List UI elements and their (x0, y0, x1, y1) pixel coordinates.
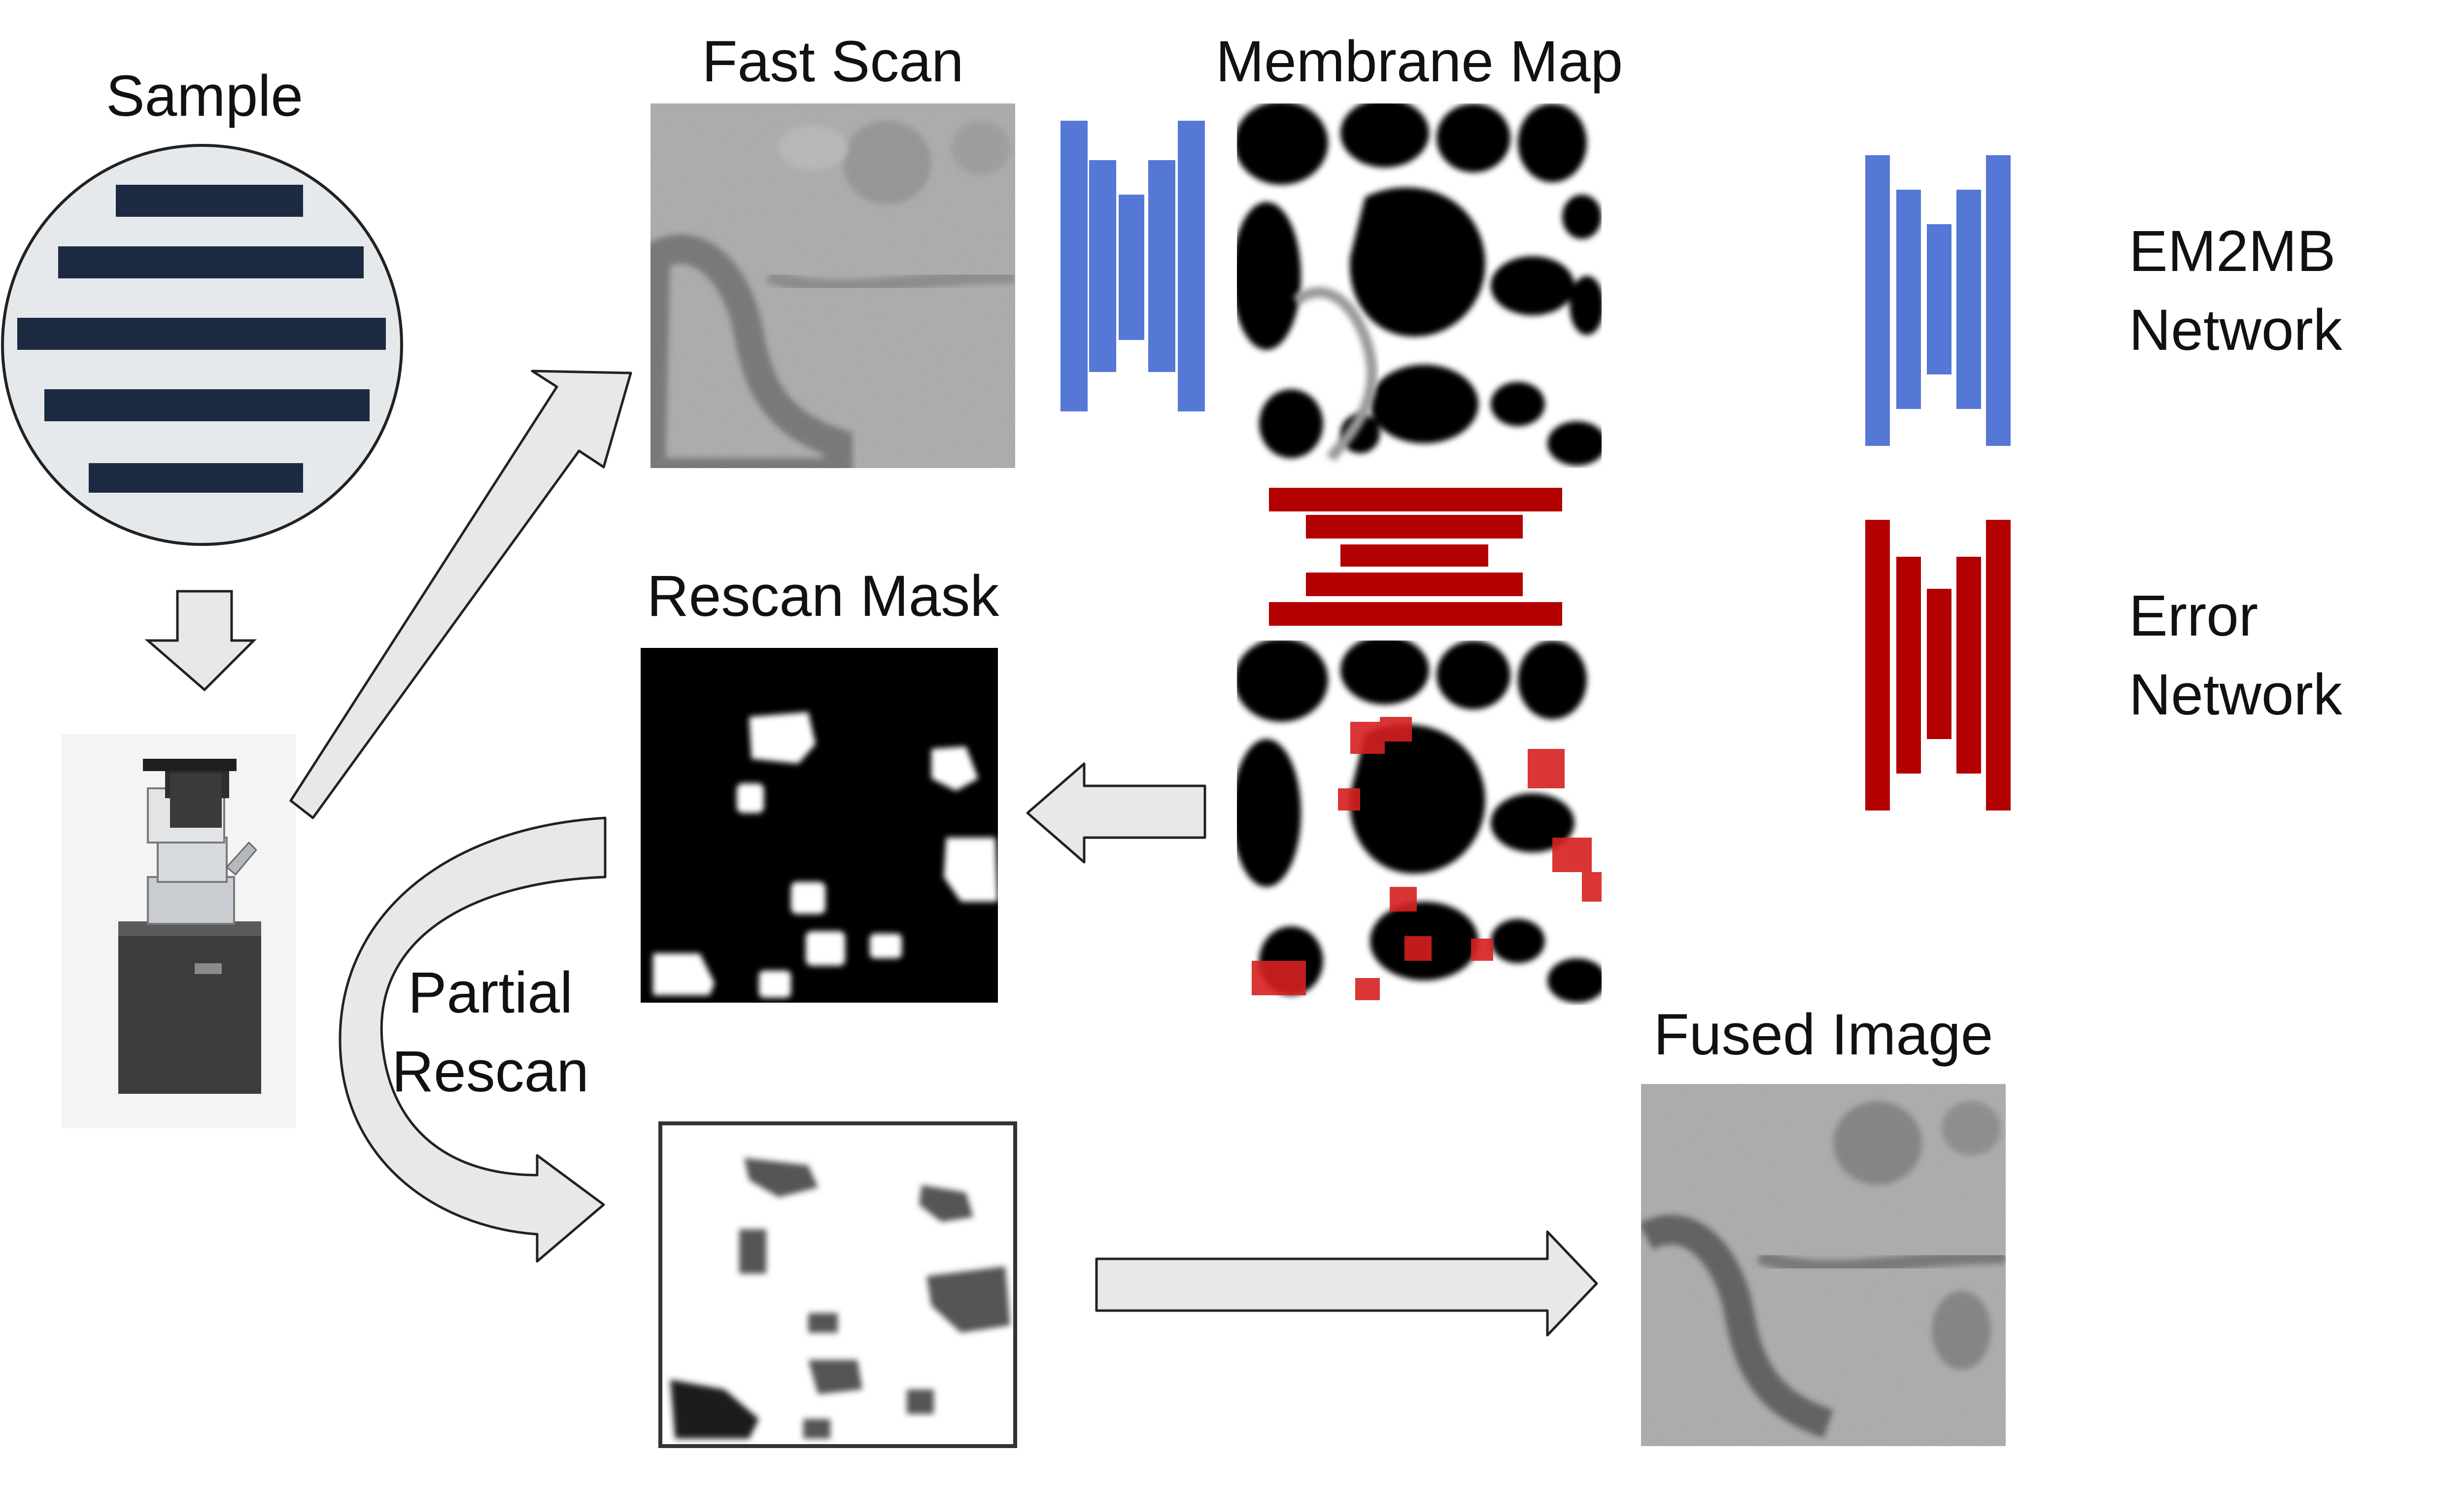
partial-rescan-image (658, 1121, 1017, 1448)
arrow-icon (1026, 762, 1206, 864)
arrow-icon (1095, 1230, 1598, 1337)
membrane-map-label: Membrane Map (1216, 29, 1623, 94)
legend-em2mb: EM2MB Network (1865, 155, 2343, 446)
em2mb-legend-icon (1865, 155, 2011, 446)
fast-scan-label: Fast Scan (702, 29, 963, 94)
sample-disk (1, 144, 403, 546)
error-network-icon (1269, 488, 1562, 626)
sample-label: Sample (106, 64, 303, 129)
em2mb-legend-label-line2: Network (2129, 298, 2343, 363)
rescan-mask-image (641, 648, 998, 1003)
rescan-mask-label: Rescan Mask (647, 564, 1000, 629)
membrane-map-image (1237, 103, 1602, 468)
legend-error: Error Network (1865, 520, 2343, 811)
error-legend-label-line2: Network (2129, 662, 2343, 727)
arrow-icon (289, 370, 632, 819)
error-legend-icon (1865, 520, 2011, 811)
electron-microscope-icon (62, 734, 296, 1128)
error-legend-label: Error (2129, 583, 2258, 648)
fused-image (1641, 1084, 2006, 1446)
partial-rescan-label: Partial (408, 960, 573, 1025)
error-overlay-image (1237, 641, 1602, 1005)
em2mb-legend-label: EM2MB (2129, 219, 2336, 284)
fast-scan-image (650, 103, 1015, 468)
fused-image-label: Fused Image (1654, 1002, 1993, 1067)
em2mb-network-icon (1061, 121, 1205, 411)
arrow-icon (339, 816, 607, 1263)
down-arrow-icon (144, 590, 257, 692)
partial-rescan-label-line2: Rescan (392, 1039, 589, 1104)
